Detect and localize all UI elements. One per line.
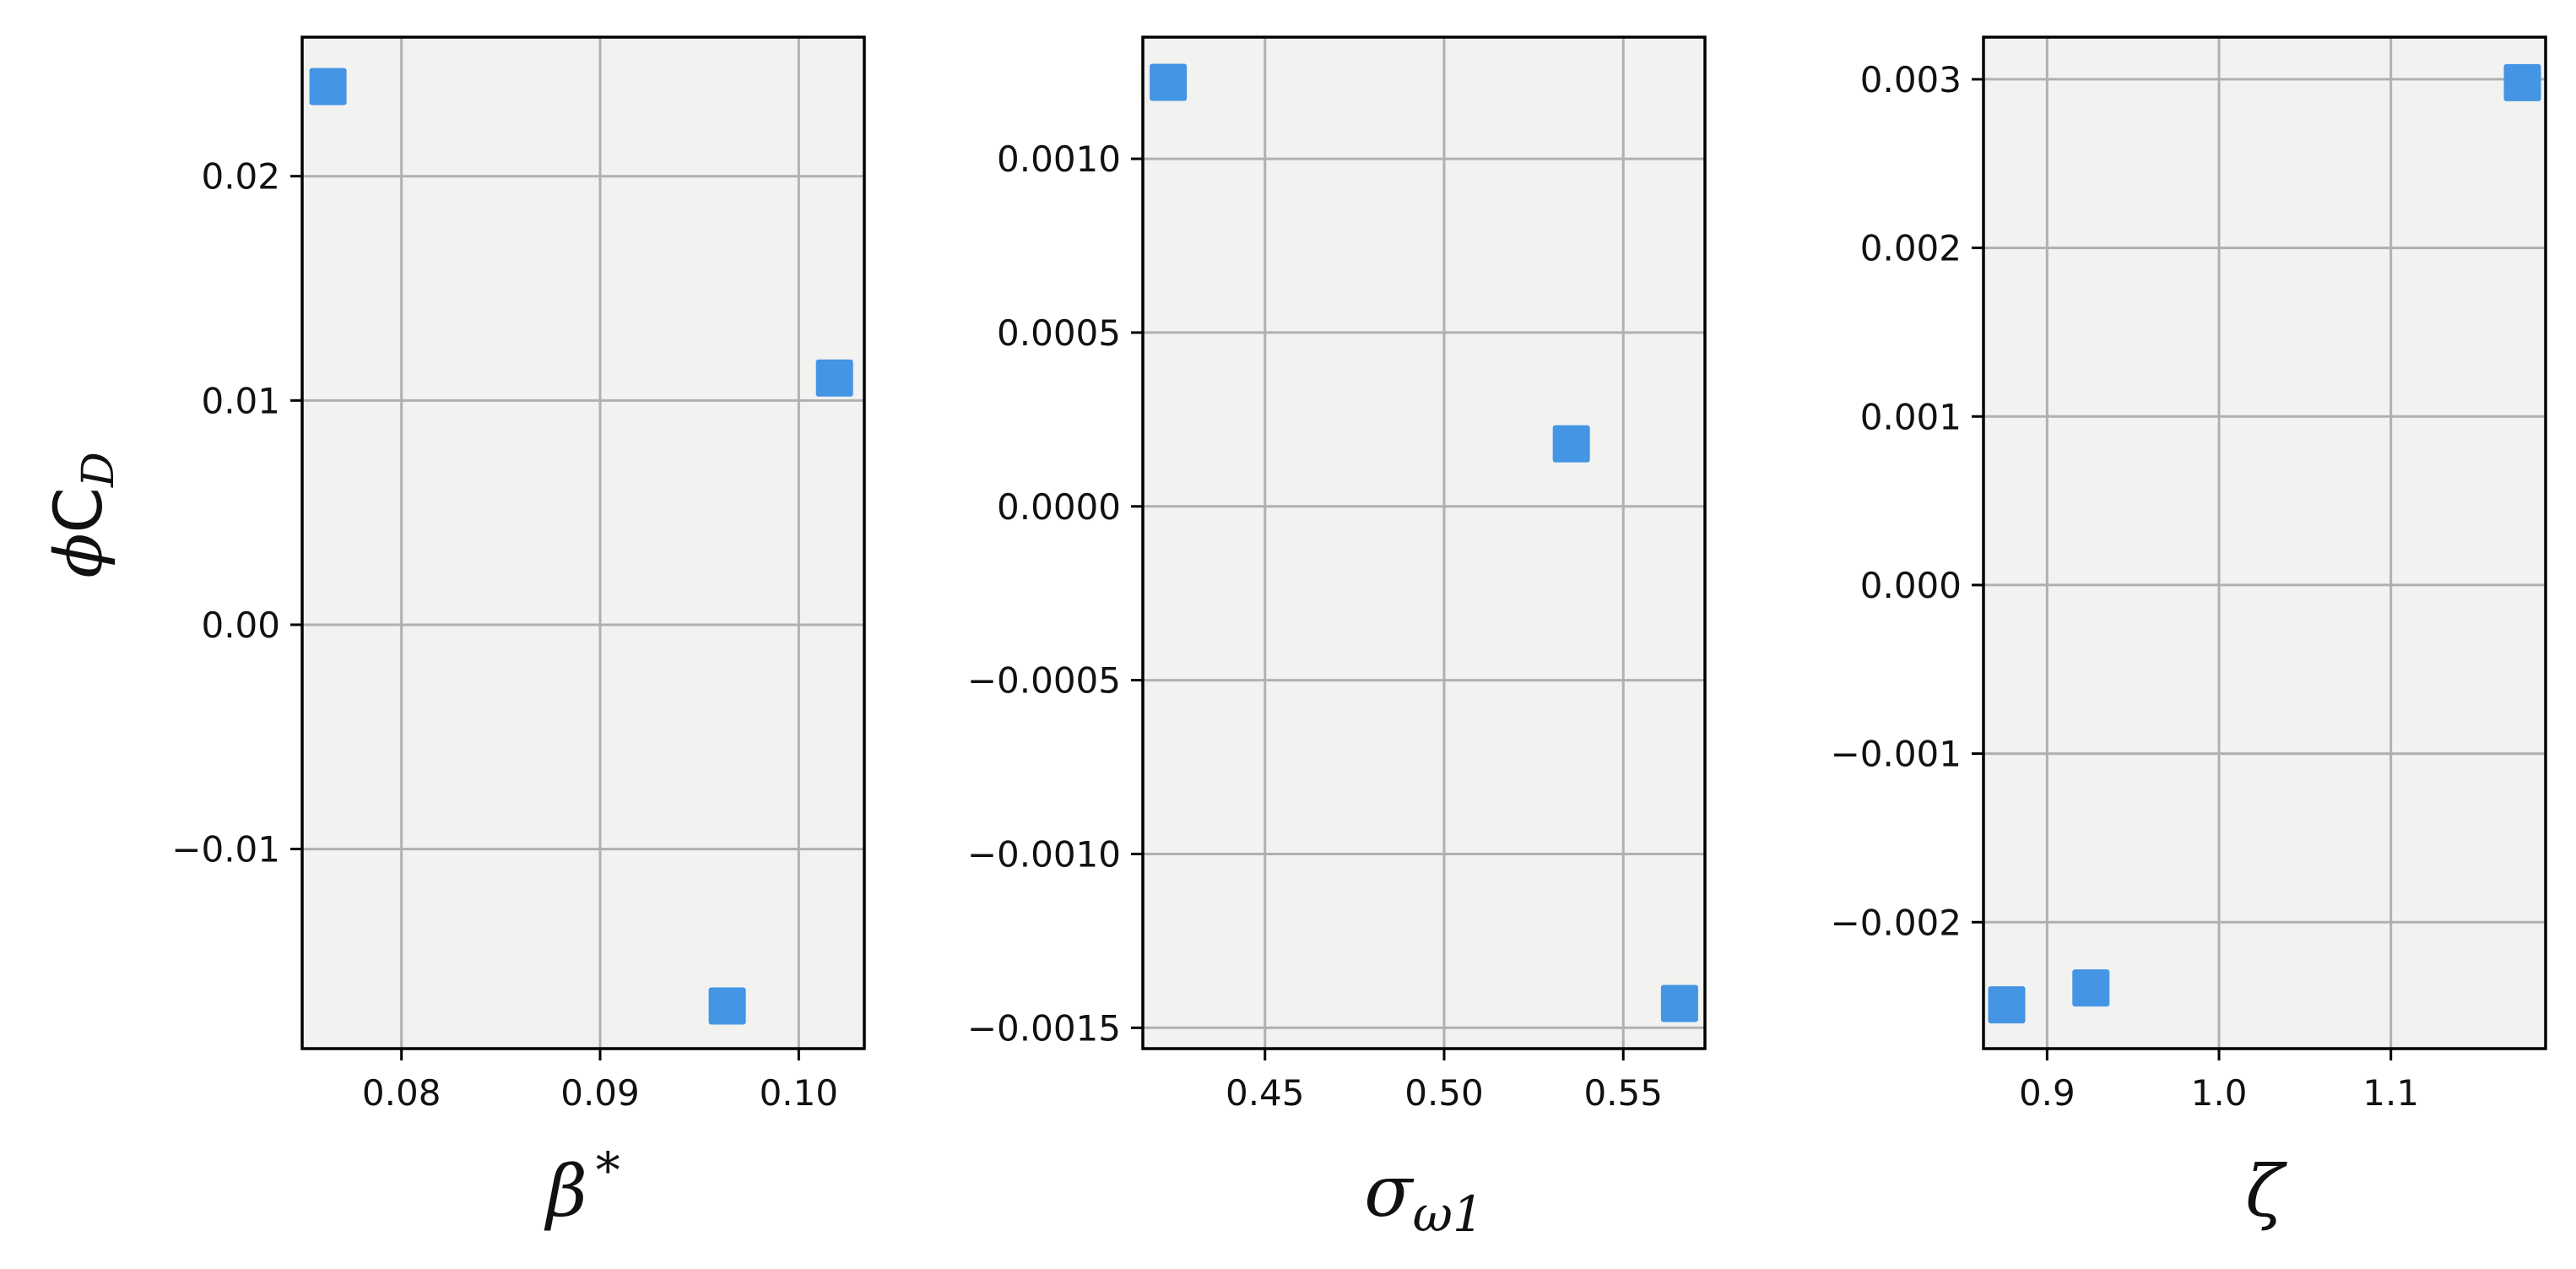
data-point <box>1150 63 1188 101</box>
subplots: 0.08 0.09 0.10−0.010.000.010.02β *0.45 0.50 0… <box>171 35 2547 1243</box>
plot-frame <box>1982 35 2547 1050</box>
y-tick-label: 0.00 <box>201 605 280 646</box>
subplot-2: 0.45 0.50 0.55 −0.0015 −0.0010 −0.0005 0.0000 0… <box>967 35 1707 1243</box>
x-axis-label: ζ <box>2245 1150 2287 1233</box>
x-axis-label: σω1 <box>1364 1150 1484 1243</box>
x-axis-label-main: β <box>544 1150 587 1233</box>
y-tick-label: 0.01 <box>201 380 280 421</box>
x-axis-label-main: σ <box>1364 1150 1415 1233</box>
x-axis-label-sub: ω1 <box>1413 1185 1484 1243</box>
y-axis-label: ϕCD <box>41 452 124 578</box>
y-tick-label: 0.02 <box>201 156 280 198</box>
data-point <box>309 68 347 106</box>
x-tick-label: 0.09 <box>560 1072 640 1114</box>
y-tick-label: 0.001 <box>1860 396 1962 437</box>
y-tick-label: 0.002 <box>1860 228 1962 269</box>
x-tick-label: 0.9 <box>2019 1072 2075 1114</box>
x-axis-label-main: ζ <box>2245 1150 2287 1233</box>
y-tick-label: −0.0015 <box>967 1007 1121 1049</box>
subplot-3: 0.9 1.0 1.1 −0.002 −0.001 0.000 0.001 0.002 0.00… <box>1831 35 2547 1233</box>
y-tick-label: 0.000 <box>1860 565 1962 606</box>
plot-area-background <box>1143 37 1705 1049</box>
x-axis-label-sup: * <box>596 1142 620 1199</box>
y-axis-label-phi: ϕ <box>41 534 117 578</box>
plot-frame <box>300 35 866 1050</box>
subplot-1: 0.08 0.09 0.10 −0.01 0.00 0.01 0.02 β * <box>171 35 866 1233</box>
x-tick-label: 0.08 <box>362 1072 441 1114</box>
data-point <box>1988 986 2026 1024</box>
y-tick-label: 0.0010 <box>997 138 1121 180</box>
plot-area-background <box>1983 37 2546 1049</box>
y-tick-label: −0.001 <box>1831 734 1962 775</box>
y-axis-label-sub: D <box>73 452 124 488</box>
x-tick-label: 0.50 <box>1404 1072 1484 1114</box>
x-tick-label: 1.0 <box>2191 1072 2248 1114</box>
x-tick-label: 0.55 <box>1583 1072 1663 1114</box>
x-tick-label: 0.10 <box>760 1072 839 1114</box>
y-axis-label-c: C <box>41 487 117 533</box>
data-point <box>815 359 853 397</box>
y-tick-label: −0.002 <box>1831 902 1962 943</box>
x-tick-label: 0.45 <box>1226 1072 1305 1114</box>
y-tick-label: 0.0005 <box>997 312 1121 354</box>
y-tick-label: −0.0010 <box>967 833 1121 875</box>
data-point <box>1660 984 1698 1022</box>
plot-frame <box>1141 35 1707 1050</box>
data-point <box>2072 969 2110 1007</box>
plot-area-background <box>302 37 864 1049</box>
y-tick-label: 0.003 <box>1860 59 1962 100</box>
data-point <box>2503 63 2541 101</box>
x-tick-label: 1.1 <box>2362 1072 2419 1114</box>
x-axis-label: β * <box>544 1142 620 1233</box>
data-point <box>708 987 746 1025</box>
y-tick-label: −0.01 <box>171 829 280 870</box>
y-tick-label: 0.0000 <box>997 486 1121 528</box>
data-point <box>1552 425 1590 463</box>
y-tick-label: −0.0005 <box>967 660 1121 702</box>
